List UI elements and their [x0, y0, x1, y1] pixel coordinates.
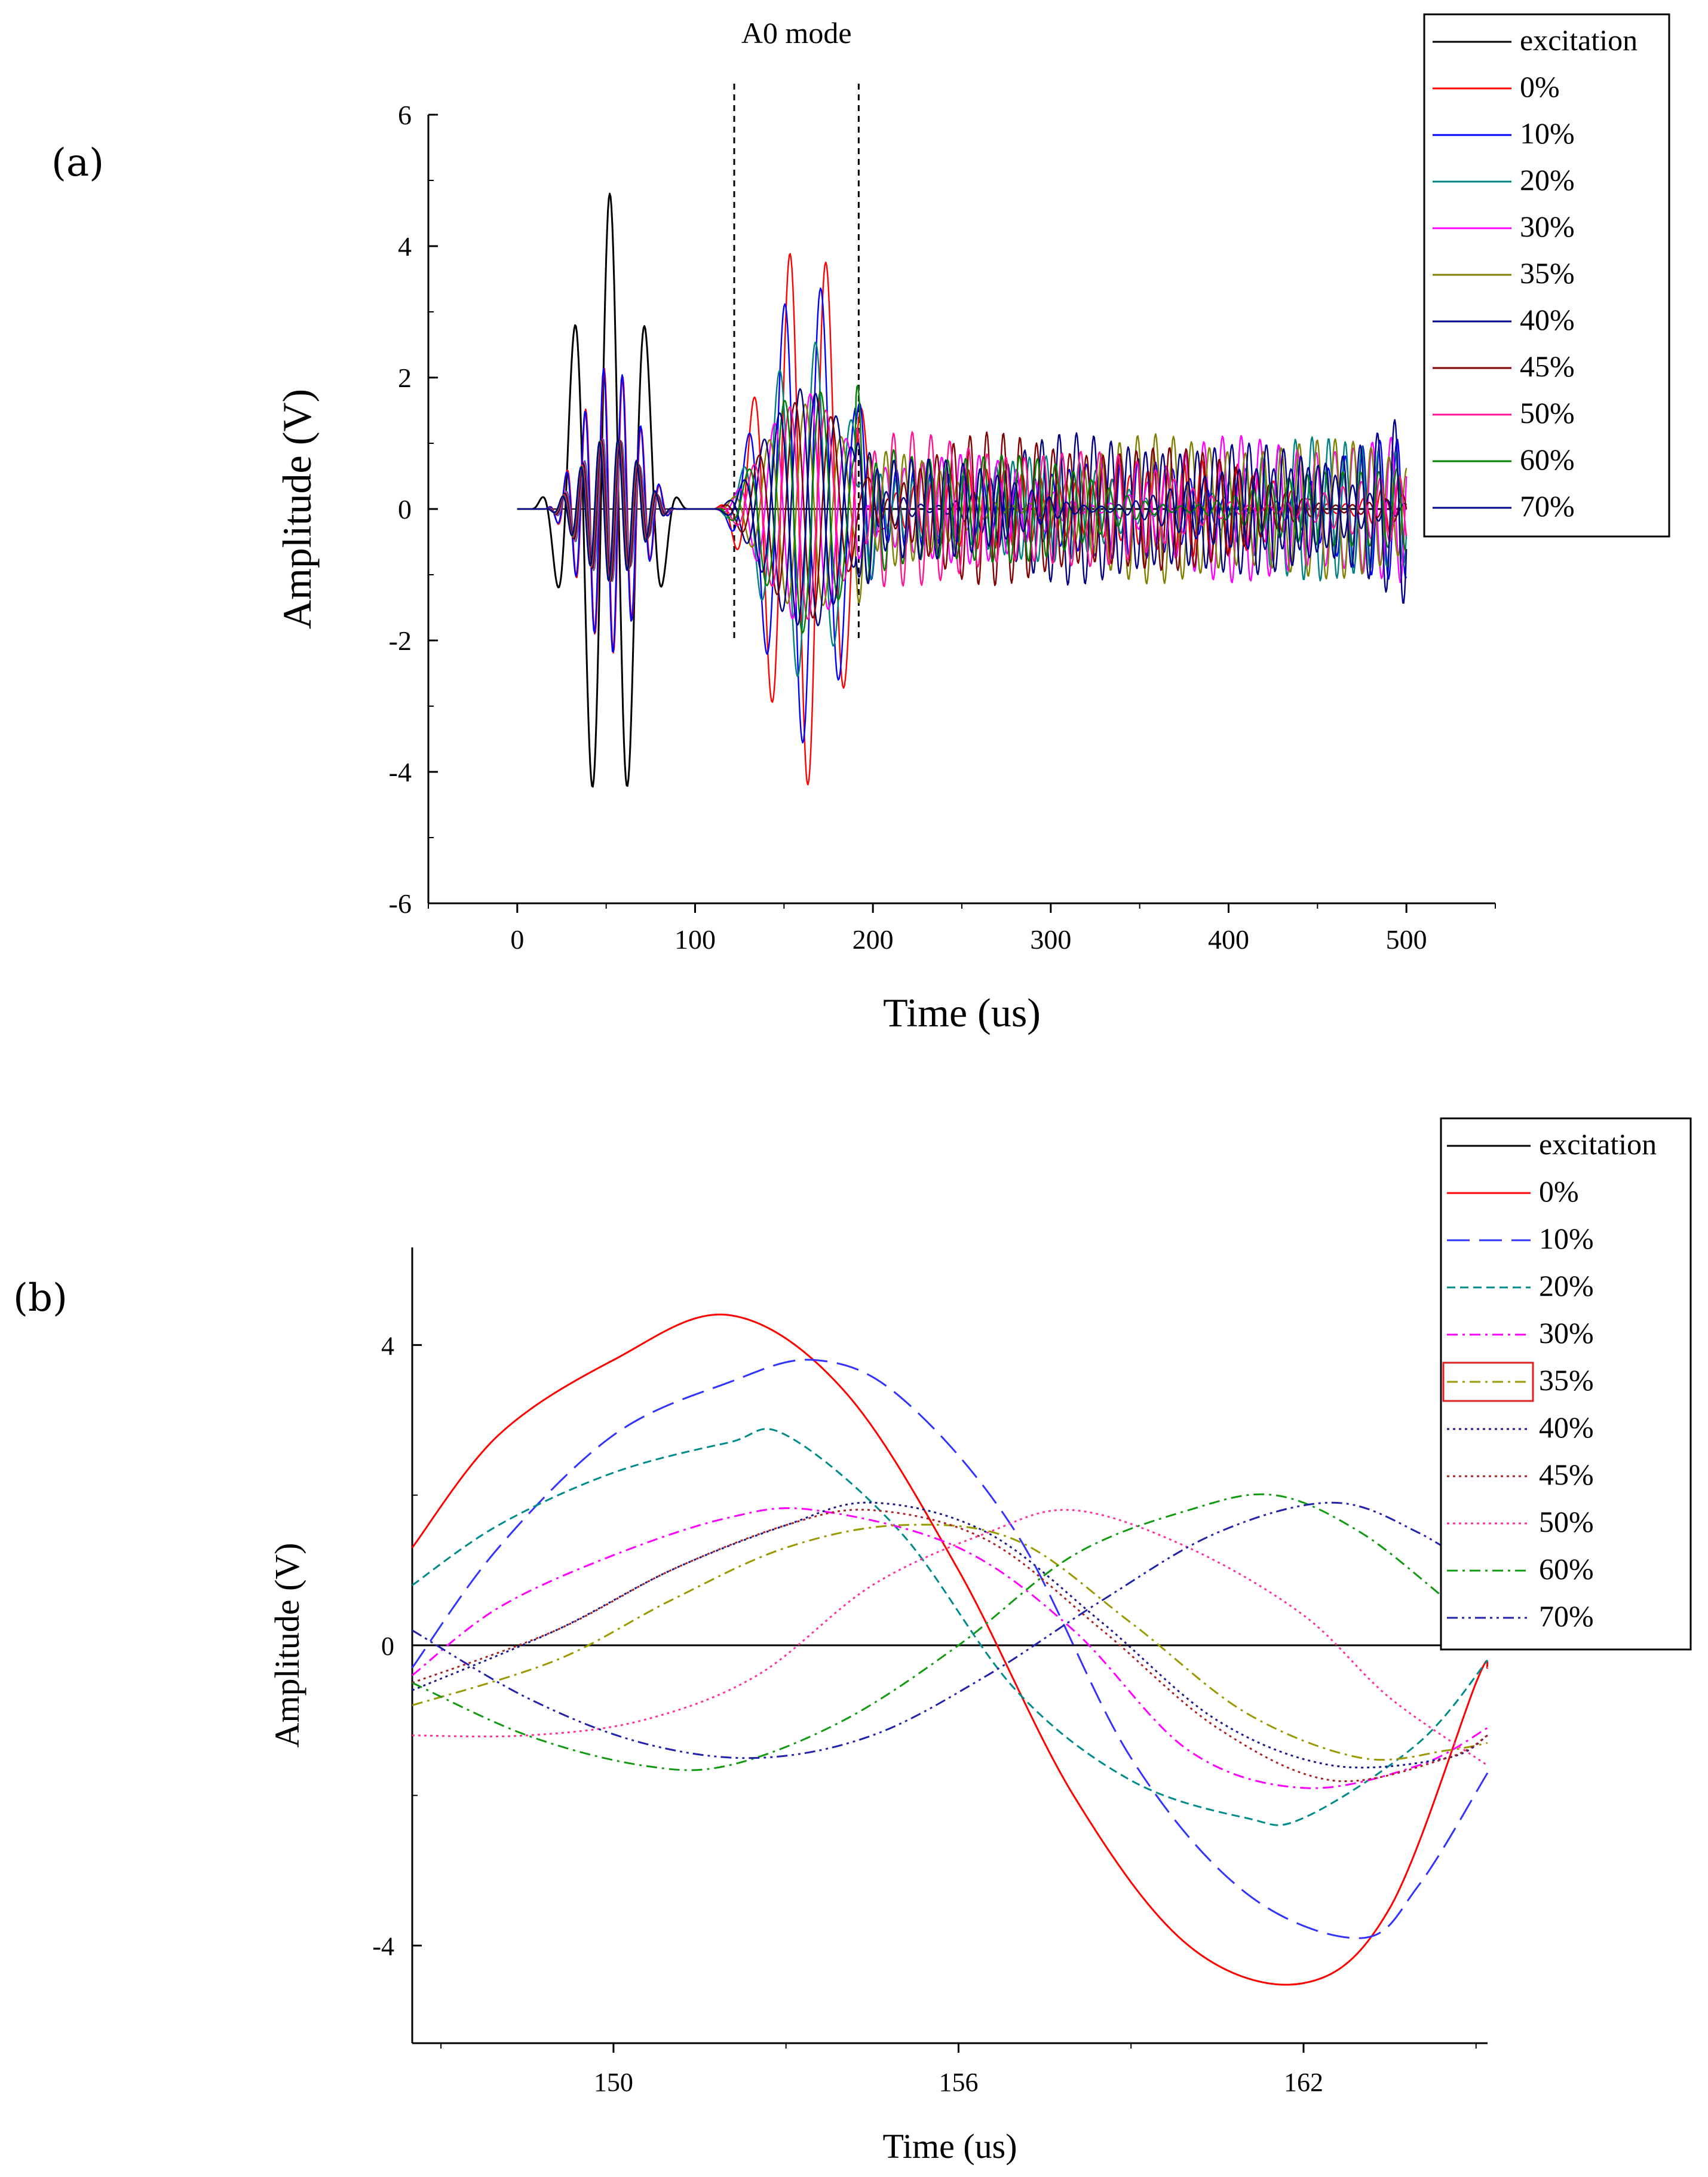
panel-label-b: (b): [13, 1276, 68, 1320]
legend-a-label: 35%: [1520, 256, 1575, 290]
legend-b-label: 40%: [1539, 1411, 1594, 1444]
y-tick-label-b: 4: [381, 1331, 394, 1360]
series-line-b-70pct: [412, 1501, 1488, 1759]
legend-b-highlight-box: [1442, 1362, 1534, 1402]
legend-b-label: 35%: [1539, 1363, 1594, 1397]
legend-b-label: 45%: [1539, 1458, 1594, 1491]
y-tick-label-a: 6: [398, 100, 412, 130]
legend-b-label: 60%: [1539, 1552, 1594, 1586]
y-tick-label-a: 4: [398, 231, 412, 262]
a0-mode-label: A0 mode: [741, 16, 852, 50]
y-tick-label-a: -2: [389, 625, 412, 656]
y-axis-label-a: Amplitude (V): [274, 389, 320, 629]
legend-b-label: excitation: [1539, 1127, 1657, 1161]
signals-a: [517, 192, 1408, 788]
series-line-b-10pct: [411, 1359, 1489, 1939]
legend-b: [1440, 1117, 1692, 1651]
series-line-b-35pct: [412, 1523, 1488, 1761]
signals-b: [411, 1313, 1489, 1986]
legend-a-label: excitation: [1520, 23, 1638, 57]
legend-a-label: 30%: [1520, 210, 1575, 243]
x-tick-label-a: 200: [853, 924, 894, 955]
y-axis-label-b: Amplitude (V): [268, 1543, 306, 1747]
chart-a: -6 -4 -2 0 2 4 6 0 100 200 300 400 500 Time (us) Ampli…: [274, 13, 1670, 1035]
x-tick-label-a: 300: [1030, 924, 1071, 955]
y-tick-label-a: -4: [389, 757, 412, 787]
legend-a-label: 60%: [1520, 443, 1575, 476]
legend-b-label: 10%: [1539, 1222, 1594, 1255]
series-line-b-40pct: [412, 1501, 1488, 1769]
series-line-b-30pct: [412, 1507, 1488, 1789]
x-tick-label-a: 400: [1208, 924, 1249, 955]
series-line-b-50pct: [412, 1508, 1488, 1767]
x-axis-label-a: Time (us): [883, 990, 1041, 1035]
y-tick-label-b: -4: [372, 1932, 394, 1961]
x-tick-label-b: 162: [1284, 2068, 1323, 2097]
series-line-b-45pct: [412, 1508, 1488, 1782]
legend-b-label: 70%: [1539, 1599, 1594, 1633]
panel-label-a: (a): [51, 141, 105, 185]
x-tick-label-a: 100: [674, 924, 716, 955]
x-axis-label-b: Time (us): [882, 2127, 1017, 2166]
series-line-b-60pct: [412, 1493, 1488, 1771]
chart-b: -4 0 4 150 156 162 Time (us) Amplitude (V) excit…: [268, 1117, 1692, 2166]
legend-a-label: 45%: [1520, 349, 1575, 383]
legend-a-label: 0%: [1520, 70, 1560, 103]
y-tick-label-a: 2: [398, 363, 412, 393]
legend-a-label: 70%: [1520, 489, 1575, 523]
legend-b-label: 30%: [1539, 1316, 1594, 1350]
legend-a-label: 20%: [1520, 163, 1575, 197]
y-tick-label-b: 0: [381, 1632, 394, 1661]
y-tick-label-a: 0: [398, 494, 412, 525]
legend-b-label: 50%: [1539, 1505, 1594, 1538]
legend-a-label: 10%: [1520, 116, 1575, 150]
x-tick-label-b: 156: [939, 2068, 978, 2097]
y-tick-label-a: -6: [389, 888, 412, 919]
legend-a-label: 50%: [1520, 396, 1575, 430]
legend-a-label: 40%: [1520, 303, 1575, 336]
legend-b-label: 20%: [1539, 1269, 1594, 1302]
series-line-b-20pct: [412, 1428, 1489, 1826]
series-line-b-0pct: [411, 1313, 1489, 1986]
x-tick-label-a: 0: [510, 924, 524, 955]
x-tick-label-a: 500: [1386, 924, 1427, 955]
x-tick-label-b: 150: [594, 2068, 633, 2097]
legend-b-label: 0%: [1539, 1175, 1579, 1208]
series-line-a-70pct: [517, 393, 1408, 626]
